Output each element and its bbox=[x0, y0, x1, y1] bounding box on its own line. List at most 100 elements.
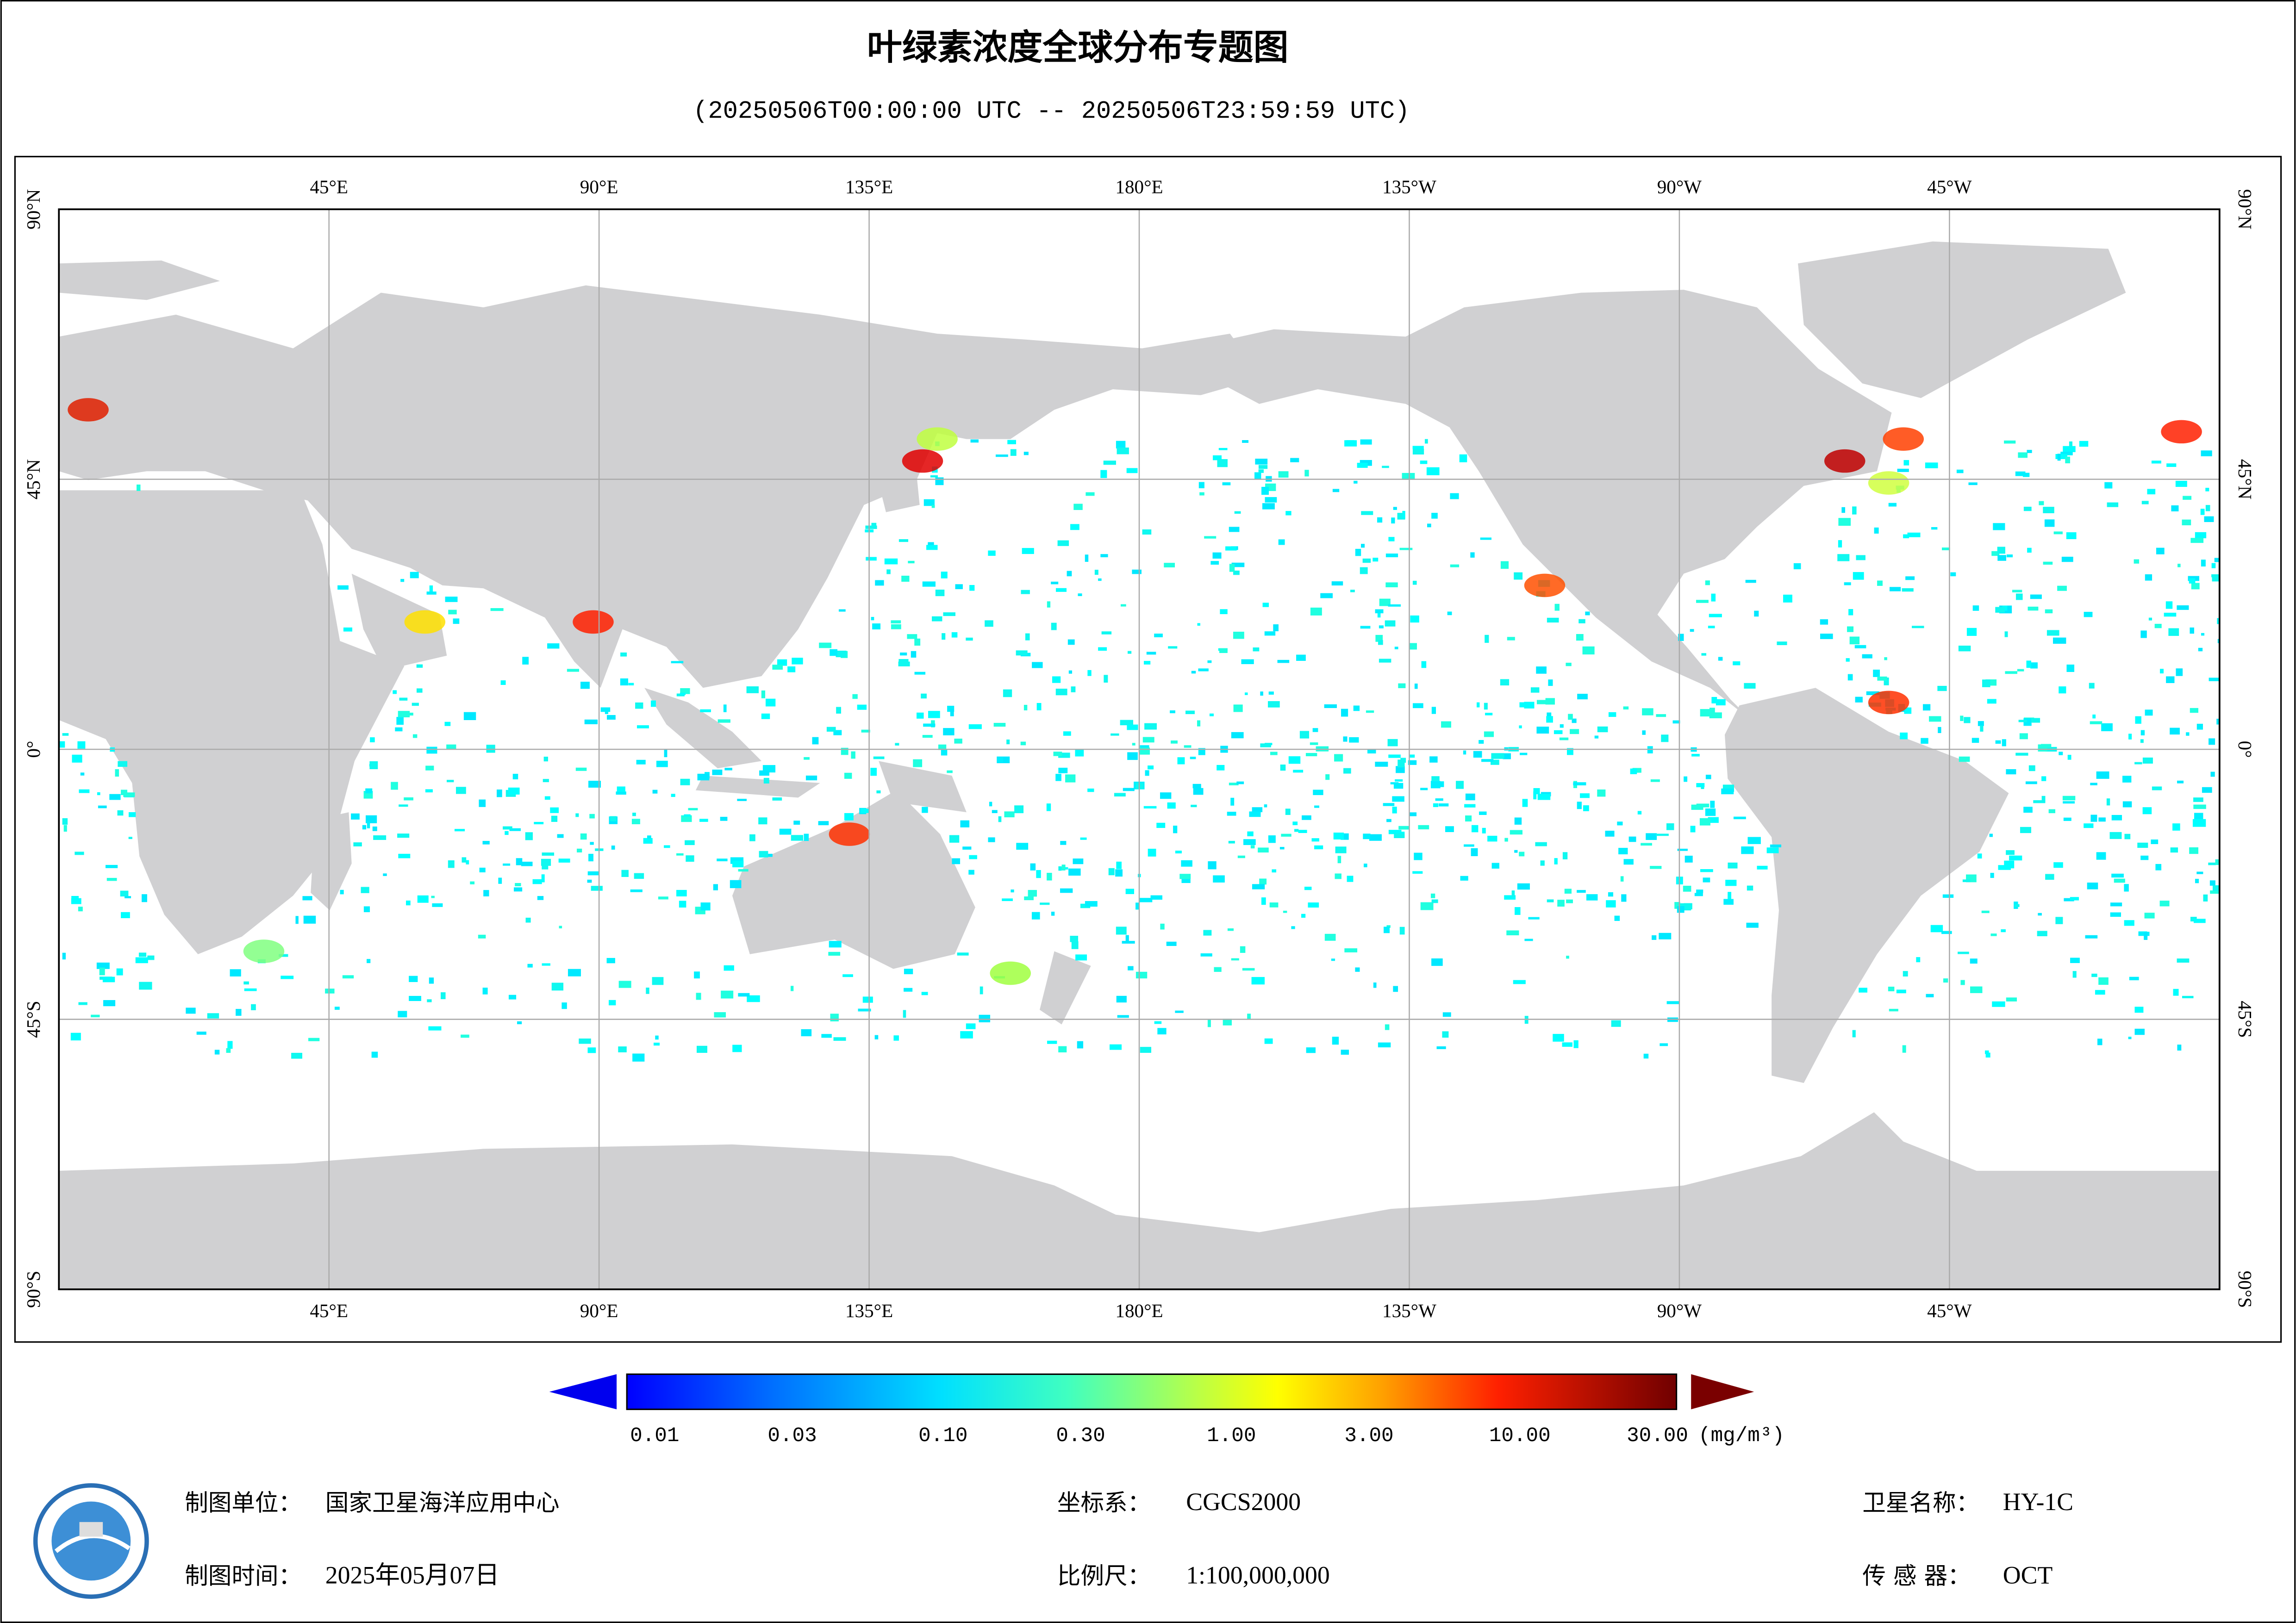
chlorophyll-patch bbox=[1058, 866, 1062, 871]
chlorophyll-patch bbox=[1701, 653, 1707, 656]
chlorophyll-patch bbox=[1399, 547, 1413, 550]
chlorophyll-patch bbox=[2037, 931, 2047, 936]
chlorophyll-patch bbox=[1127, 651, 1132, 654]
chlorophyll-patch bbox=[993, 722, 1006, 727]
chlorophyll-patch bbox=[2062, 796, 2076, 801]
chlorophyll-patch bbox=[713, 884, 718, 890]
chlorophyll-patch bbox=[1170, 710, 1175, 714]
chlorophyll-patch bbox=[801, 1029, 812, 1037]
chlorophyll-patch bbox=[517, 1021, 522, 1025]
chlorophyll-patch bbox=[1666, 1001, 1679, 1004]
chlorophyll-patch bbox=[2026, 660, 2031, 668]
chlorophyll-patch bbox=[551, 815, 558, 822]
chlorophyll-patch bbox=[2030, 662, 2038, 669]
chlorophyll-patch bbox=[1984, 1050, 1989, 1054]
chlorophyll-patch bbox=[2006, 769, 2016, 775]
chlorophyll-patch bbox=[370, 737, 375, 742]
chlorophyll-patch bbox=[1140, 1047, 1152, 1053]
chlorophyll-patch bbox=[1314, 845, 1323, 850]
chlorophyll-patch bbox=[453, 618, 460, 624]
chlorophyll-patch bbox=[1614, 915, 1620, 921]
chlorophyll-patch bbox=[1058, 1046, 1067, 1053]
chlorophyll-patch bbox=[1530, 687, 1540, 693]
chlorophyll-patch bbox=[805, 775, 817, 781]
chlorophyll-patch bbox=[653, 1042, 660, 1046]
chlorophyll-patch bbox=[1968, 482, 1978, 485]
chlorophyll-patch bbox=[2023, 506, 2032, 511]
chlorophyll-patch bbox=[1343, 768, 1351, 774]
chlorophyll-patch bbox=[2124, 833, 2131, 839]
chlorophyll-patch bbox=[865, 525, 877, 529]
chlorophyll-patch bbox=[1272, 869, 1277, 873]
chlorophyll-patch bbox=[448, 860, 455, 868]
chlorophyll-patch bbox=[2110, 902, 2122, 907]
chlorophyll-patch bbox=[1889, 1008, 1898, 1012]
chlorophyll-patch bbox=[684, 814, 691, 817]
chlorophyll-patch bbox=[2151, 460, 2161, 464]
chlorophyll-patch bbox=[2109, 832, 2122, 839]
chlorophyll-patch bbox=[2097, 1038, 2103, 1045]
chlorophyll-patch bbox=[426, 746, 437, 754]
chlorophyll-patch bbox=[446, 744, 456, 750]
chlorophyll-patch bbox=[1398, 759, 1405, 768]
chlorophyll-patch bbox=[1970, 986, 1983, 993]
chlorophyll-patch bbox=[2186, 732, 2190, 736]
chlorophyll-patch bbox=[395, 727, 403, 732]
chlorophyll-patch bbox=[1426, 467, 1440, 475]
chlorophyll-patch bbox=[2170, 847, 2178, 853]
chlorophyll-patch bbox=[2195, 532, 2207, 539]
chlorophyll-patch bbox=[628, 683, 634, 685]
chlorophyll-patch bbox=[962, 846, 972, 850]
chlorophyll-patch bbox=[1259, 878, 1267, 885]
chlorophyll-patch bbox=[679, 901, 686, 908]
land bbox=[351, 573, 447, 671]
chlorophyll-patch bbox=[2039, 501, 2044, 505]
lat-label: 90°N bbox=[2234, 189, 2256, 230]
chlorophyll-patch bbox=[1268, 691, 1274, 695]
chlorophyll-patch bbox=[1465, 815, 1472, 822]
chlorophyll-patch bbox=[2196, 871, 2203, 874]
chlorophyll-patch bbox=[1583, 805, 1589, 811]
chlorophyll-patch bbox=[609, 1000, 616, 1006]
chlorophyll-patch bbox=[922, 735, 933, 738]
chlorophyll-patch bbox=[1420, 902, 1434, 910]
chlorophyll-patch bbox=[606, 715, 616, 720]
chlorophyll-patch bbox=[1355, 967, 1360, 972]
chlorophyll-patch bbox=[426, 591, 437, 595]
chlorophyll-patch bbox=[1125, 889, 1135, 894]
chlorophyll-patch bbox=[498, 877, 502, 884]
chlorophyll-patch bbox=[1127, 724, 1138, 730]
chlorophyll-patch bbox=[2216, 719, 2220, 725]
chlorophyll-patch bbox=[1866, 691, 1879, 696]
chlorophyll-patch bbox=[1200, 953, 1212, 957]
chlorophyll-patch bbox=[1006, 739, 1010, 745]
chlorophyll-patch bbox=[1564, 889, 1572, 894]
chlorophyll-patch bbox=[1075, 954, 1087, 961]
chlorophyll-patch bbox=[1382, 466, 1389, 468]
chlorophyll-patch bbox=[1442, 1012, 1451, 1017]
chlorophyll-patch bbox=[908, 560, 915, 564]
chlorophyll-patch bbox=[1684, 776, 1688, 782]
chlorophyll-patch bbox=[2014, 904, 2020, 907]
chlorophyll-patch bbox=[900, 652, 907, 656]
chlorophyll-patch bbox=[1058, 767, 1068, 773]
chlorophyll-patch bbox=[372, 826, 377, 831]
chlorophyll-patch bbox=[1992, 1001, 2005, 1007]
chlorophyll-patch bbox=[1511, 890, 1515, 897]
high-chlorophyll-patch bbox=[990, 961, 1031, 985]
chlorophyll-patch bbox=[120, 790, 127, 796]
chlorophyll-patch bbox=[398, 853, 411, 858]
footer-value: 国家卫星海洋应用中心 bbox=[325, 1489, 560, 1516]
chlorophyll-patch bbox=[543, 757, 548, 762]
chlorophyll-patch bbox=[2177, 780, 2184, 784]
chlorophyll-patch bbox=[1383, 803, 1395, 806]
chlorophyll-patch bbox=[587, 871, 599, 876]
chlorophyll-patch bbox=[1545, 698, 1555, 705]
chlorophyll-patch bbox=[432, 903, 443, 907]
chlorophyll-patch bbox=[2160, 669, 2164, 674]
chlorophyll-patch bbox=[830, 649, 838, 656]
chlorophyll-patch bbox=[2194, 813, 2203, 820]
chlorophyll-patch bbox=[186, 1007, 196, 1014]
chlorophyll-patch bbox=[1132, 743, 1136, 746]
chlorophyll-patch bbox=[1199, 492, 1204, 496]
